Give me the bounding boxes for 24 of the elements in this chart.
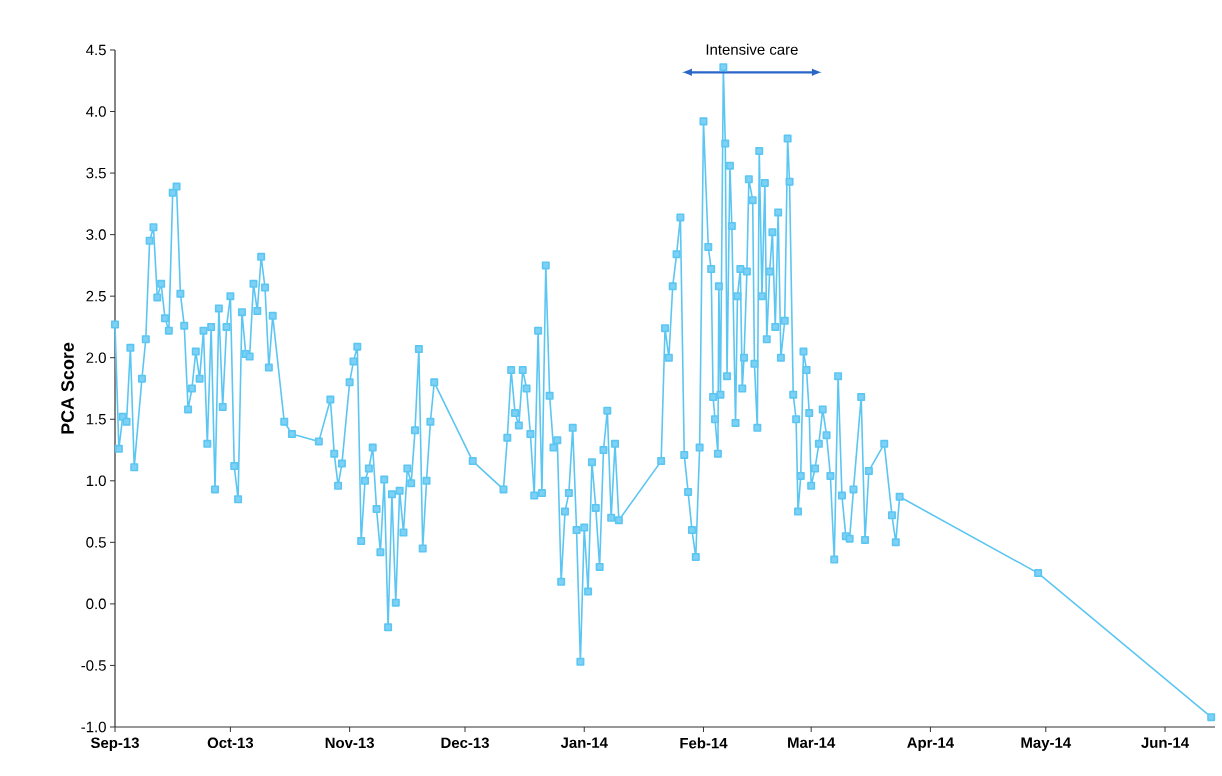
y-tick-label: 0.0	[86, 598, 106, 610]
y-axis-title: PCA Score	[61, 342, 74, 434]
y-tick-label: 3.5	[86, 167, 106, 179]
x-tick-label: Oct-13	[207, 737, 254, 749]
x-tick-label: Apr-14	[907, 737, 954, 751]
y-tick-label: 4.5	[86, 44, 106, 56]
y-tick-label: 2.5	[86, 290, 106, 302]
x-tick-label: Sep-13	[90, 737, 139, 752]
x-tick-label: Feb-14	[680, 737, 728, 749]
y-tick-label: 3.0	[86, 229, 106, 240]
x-tick-label: Nov-13	[325, 737, 374, 749]
y-tick-label: 2.0	[86, 352, 106, 363]
x-tick-label: Jan-14	[560, 737, 608, 748]
x-tick-label: Mar-14	[788, 737, 836, 748]
y-tick-label: -1.0	[81, 721, 106, 733]
annotation: Intensive care	[706, 43, 798, 55]
y-tick-label: 1.5	[86, 414, 106, 425]
y-tick-label: 4.0	[86, 106, 106, 117]
y-tick-label: -0.5	[81, 660, 106, 671]
x-tick-label: Jun-14	[1141, 737, 1190, 748]
x-tick-label: Dec-13	[441, 737, 489, 749]
y-tick-label: 1.0	[86, 475, 106, 487]
y-tick-label: 0.5	[86, 537, 106, 548]
x-tick-label: May-14	[1021, 737, 1072, 751]
